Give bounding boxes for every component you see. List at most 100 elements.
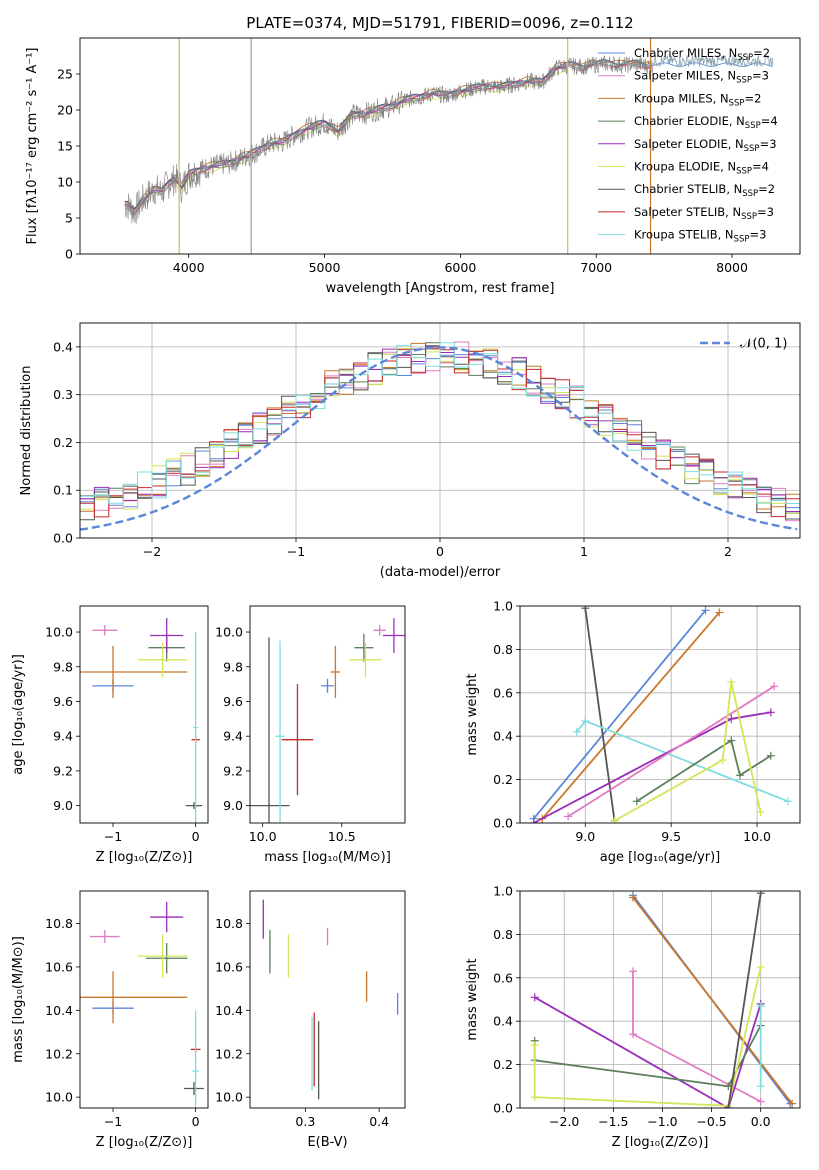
- model-spectrum-line: [124, 59, 650, 210]
- legend-entry: Salpeter STELIB, NSSP=3: [634, 205, 774, 222]
- observed-spectrum-tail: [652, 54, 774, 68]
- y-tick-label: 0.2: [53, 435, 73, 450]
- legend-entry-name: Salpeter STELIB, N: [634, 205, 741, 219]
- y-tick-label: 0.0: [493, 1101, 513, 1116]
- legend-entry: 𝒩(0, 1): [740, 337, 787, 352]
- axes-frame: [249, 605, 406, 824]
- legend-entry: Chabrier MILES, NSSP=2: [634, 46, 770, 63]
- mass-weight-line: [533, 1025, 762, 1088]
- mass-weight-line: [727, 893, 762, 1108]
- axes-frame: [249, 890, 406, 1109]
- model-spectrum-line: [124, 59, 650, 211]
- legend-entry-name: Kroupa ELODIE, N: [634, 160, 736, 174]
- legend-entry-subscript: SSP: [734, 235, 750, 245]
- x-axis-label: age [log₁₀(age/yr)]: [600, 850, 721, 865]
- legend-entry-count: =2: [753, 46, 770, 60]
- legend-entry-name: Chabrier ELODIE, N: [634, 114, 745, 128]
- y-tick-label: 10.0: [45, 625, 73, 640]
- x-tick-label: 0.3: [295, 1114, 315, 1129]
- mass-vs-ebv-panel: 0.3 0.4 10.0 10.2 10.4 10.6 10.8 E(B-V): [215, 890, 406, 1150]
- x-axis-label: Z [log₁₀(Z/Z⊙)]: [96, 1135, 193, 1150]
- x-tick-label: 1: [580, 544, 588, 559]
- model-spectrum-line: [124, 62, 650, 214]
- y-tick-label: 10.0: [45, 1090, 73, 1105]
- x-tick-label: −2: [143, 544, 161, 559]
- legend-entry: Salpeter ELODIE, NSSP=3: [634, 137, 777, 154]
- x-tick-label: 0: [192, 1114, 200, 1129]
- x-axis-label: mass [log₁₀(M/M⊙)]: [264, 850, 391, 865]
- y-tick-label: 0.6: [493, 970, 513, 985]
- legend-entry-count: =3: [760, 137, 777, 151]
- x-tick-label: 4000: [173, 260, 205, 275]
- y-tick-label: 0.6: [493, 685, 513, 700]
- x-axis-label: E(B-V): [307, 1135, 347, 1150]
- y-tick-label: 0.4: [53, 339, 73, 354]
- spectrum-panel: 4000 5000 6000 7000 8000 0 5 10 15 20 25 wavelength…: [25, 37, 801, 296]
- legend-entry-subscript: SSP: [736, 76, 752, 86]
- y-tick-label: 10.6: [45, 959, 73, 974]
- x-axis-label: Z [log₁₀(Z/Z⊙)]: [96, 850, 193, 865]
- plot-area: [80, 901, 204, 1108]
- legend-entry: Salpeter MILES, NSSP=3: [634, 69, 769, 86]
- plot-area: [262, 899, 399, 1100]
- x-tick-label: 0: [436, 544, 444, 559]
- x-tick-label: 0.0: [751, 1114, 771, 1129]
- legend-entry-subscript: SSP: [745, 121, 761, 131]
- y-tick-label: 9.4: [223, 729, 243, 744]
- mass-weight-line: [541, 611, 720, 820]
- axes-frame: [79, 890, 209, 1109]
- legend-entry-count: =3: [752, 69, 769, 83]
- mass-weight-line: [533, 711, 771, 823]
- x-tick-label: 9.5: [661, 829, 681, 844]
- y-tick-label: 0.8: [493, 642, 513, 657]
- y-tick-label: 10.2: [215, 1046, 243, 1061]
- legend-entry: Kroupa MILES, NSSP=2: [634, 91, 761, 108]
- plot-area: [80, 618, 203, 823]
- mass-weight-line: [567, 685, 775, 818]
- x-axis-label: wavelength [Angstrom, rest frame]: [326, 281, 555, 296]
- y-tick-label: 9.4: [53, 729, 73, 744]
- model-spectrum-line: [124, 64, 650, 216]
- gaussian-curve: [80, 346, 798, 531]
- y-tick-label: 9.8: [223, 659, 243, 674]
- legend-entry-subscript: SSP: [736, 167, 752, 177]
- legend-entry: Kroupa STELIB, NSSP=3: [634, 228, 766, 245]
- legend-entry-name: Kroupa MILES, N: [634, 91, 729, 105]
- axes-frame: [79, 605, 209, 824]
- x-axis-label: Z [log₁₀(Z/Z⊙)]: [612, 1135, 709, 1150]
- plot-area: [520, 606, 800, 823]
- y-tick-label: 10.8: [45, 916, 73, 931]
- mass-weight-line: [534, 996, 762, 1108]
- legend-entry-count: =3: [749, 228, 766, 242]
- model-spectrum-line: [124, 68, 569, 214]
- legend-entry-name: Chabrier MILES, N: [634, 46, 737, 60]
- legend-entry-count: =2: [758, 182, 775, 196]
- x-tick-label: −1.5: [598, 1114, 628, 1129]
- legend-entry-subscript: SSP: [729, 98, 745, 108]
- legend-entry: Chabrier ELODIE, NSSP=4: [634, 114, 778, 131]
- x-tick-label: −1: [104, 829, 122, 844]
- legend-entry: Chabrier STELIB, NSSP=2: [634, 182, 775, 199]
- x-tick-label: 0.4: [369, 1114, 389, 1129]
- y-axis-label: Normed distribution: [19, 366, 34, 496]
- y-tick-label: 10.6: [215, 959, 243, 974]
- y-tick-label: 10.2: [45, 1046, 73, 1061]
- legend-entry-count: =4: [752, 160, 769, 174]
- legend-entry-count: =2: [744, 91, 761, 105]
- y-axis-label: age [log₁₀(age/yr)]: [11, 654, 26, 775]
- y-tick-label: 0.3: [53, 387, 73, 402]
- legend-entry-name: Salpeter MILES, N: [634, 69, 736, 83]
- axes-frame: [519, 890, 801, 1109]
- y-tick-label: 9.2: [53, 763, 73, 778]
- x-tick-label: 6000: [444, 260, 476, 275]
- y-axis-label: mass weight: [465, 958, 480, 1040]
- y-axis-label: mass weight: [465, 673, 480, 755]
- y-tick-label: 10.0: [215, 1090, 243, 1105]
- y-tick-label: 0.1: [53, 483, 73, 498]
- y-axis-label: mass [log₁₀(M/M⊙)]: [11, 936, 26, 1063]
- y-tick-label: 5: [65, 211, 73, 226]
- x-tick-label: 8000: [716, 260, 748, 275]
- y-tick-label: 9.8: [53, 659, 73, 674]
